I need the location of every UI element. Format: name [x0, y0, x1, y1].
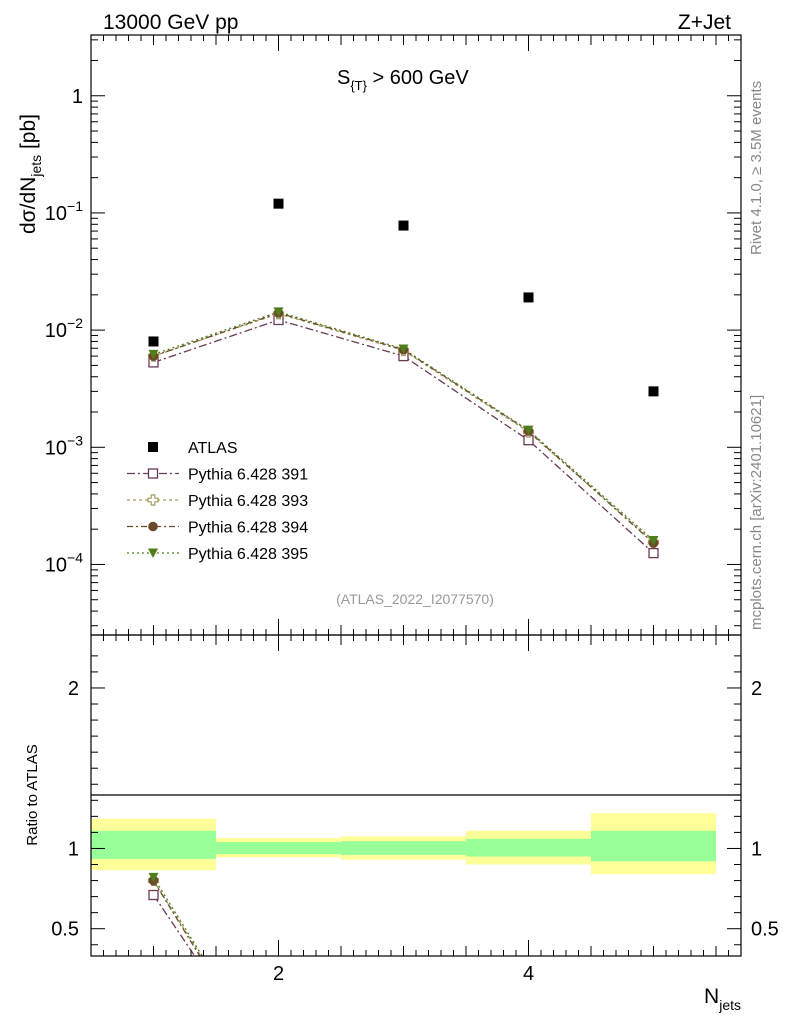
- ratio-y-tick-label-left: 0.5: [51, 919, 79, 941]
- main-y-tick-label: 10−4: [45, 549, 83, 576]
- analysis-watermark: (ATLAS_2022_I2077570): [336, 591, 494, 607]
- main-y-tick-label: 10−2: [45, 315, 83, 342]
- x-axis-label: Njets: [704, 985, 741, 1013]
- ratio-y-ticks: 0.5 0.5 1 1 2 2: [51, 655, 779, 946]
- main-point-p395: [398, 344, 409, 354]
- ratio-y-tick-label-left: 2: [68, 678, 79, 700]
- legend-label-p391: Pythia 6.428 391: [188, 467, 308, 484]
- ratio-band-inner: [341, 841, 466, 855]
- x-tick-label: 2: [273, 963, 284, 985]
- main-point-atlas: [523, 292, 534, 303]
- main-point-p395: [523, 425, 534, 436]
- main-point-p395: [648, 536, 659, 546]
- ratio-line-p394: [152, 880, 201, 957]
- legend-label-atlas: ATLAS: [188, 440, 238, 457]
- header-left: 13000 GeV pp: [103, 11, 238, 34]
- legend-label-p394: Pythia 6.428 394: [188, 520, 308, 537]
- main-y-label: dσ/dNjets [pb]: [17, 114, 44, 234]
- ratio-bands: [91, 813, 716, 875]
- main-point-p395: [148, 349, 159, 360]
- ratio-point-p395: [148, 872, 159, 883]
- legend-marker-p394: [148, 521, 158, 532]
- x-tick-label: 4: [523, 963, 534, 985]
- ratio-band-inner: [216, 842, 341, 855]
- main-panel: 1 10−1 10−2 10−3 10−4 S{T} > 600 GeV dσ/dNje…: [17, 34, 742, 636]
- legend-marker-p393: [147, 494, 159, 506]
- ratio-y-label: Ratio to ATLAS: [24, 744, 41, 845]
- ratio-series: [147, 872, 203, 957]
- main-point-p391: [648, 547, 659, 559]
- main-y-tick-label: 10−3: [45, 432, 83, 459]
- main-frame: [90, 34, 742, 636]
- legend: ATLAS Pythia 6.428 391 Pythia 6.428 393 Pyt…: [127, 440, 308, 563]
- header-right: Z+Jet: [678, 11, 731, 34]
- plot-title: S{T} > 600 GeV: [337, 67, 469, 93]
- main-point-atlas: [273, 198, 284, 209]
- ratio-band-inner: [91, 830, 216, 859]
- mcplots-label: mcplots.cern.ch [arXiv:2401.10621]: [748, 395, 765, 630]
- main-point-p395: [273, 307, 284, 317]
- legend-label-p393: Pythia 6.428 393: [188, 493, 308, 510]
- legend-marker-p391: [147, 468, 159, 479]
- ratio-line-p391: [152, 894, 196, 957]
- ratio-band-inner: [591, 830, 716, 862]
- ratio-point-p391: [148, 889, 159, 901]
- legend-label-p395: Pythia 6.428 395: [188, 546, 308, 563]
- ratio-band-inner: [466, 838, 591, 857]
- main-point-atlas: [398, 220, 409, 231]
- ratio-y-tick-label-right: 1: [751, 838, 762, 860]
- main-y-tick-label: 1: [72, 86, 83, 108]
- ratio-y-tick-label-right: 0.5: [751, 919, 779, 941]
- ratio-y-tick-label-right: 2: [751, 678, 762, 700]
- ratio-line-p395: [152, 877, 203, 957]
- main-point-atlas: [148, 336, 159, 347]
- rivet-label: Rivet 4.1.0, ≥ 3.5M events: [748, 81, 765, 255]
- legend-marker-atlas: [148, 442, 158, 452]
- main-point-atlas: [648, 386, 659, 397]
- main-y-tick-label: 10−1: [45, 198, 83, 225]
- main-x-ticks: [103, 35, 729, 635]
- main-y-ticks: 1 10−1 10−2 10−3 10−4: [45, 39, 741, 627]
- legend-marker-p395: [148, 548, 158, 558]
- main-series: [147, 198, 660, 559]
- ratio-y-tick-label-left: 1: [68, 838, 79, 860]
